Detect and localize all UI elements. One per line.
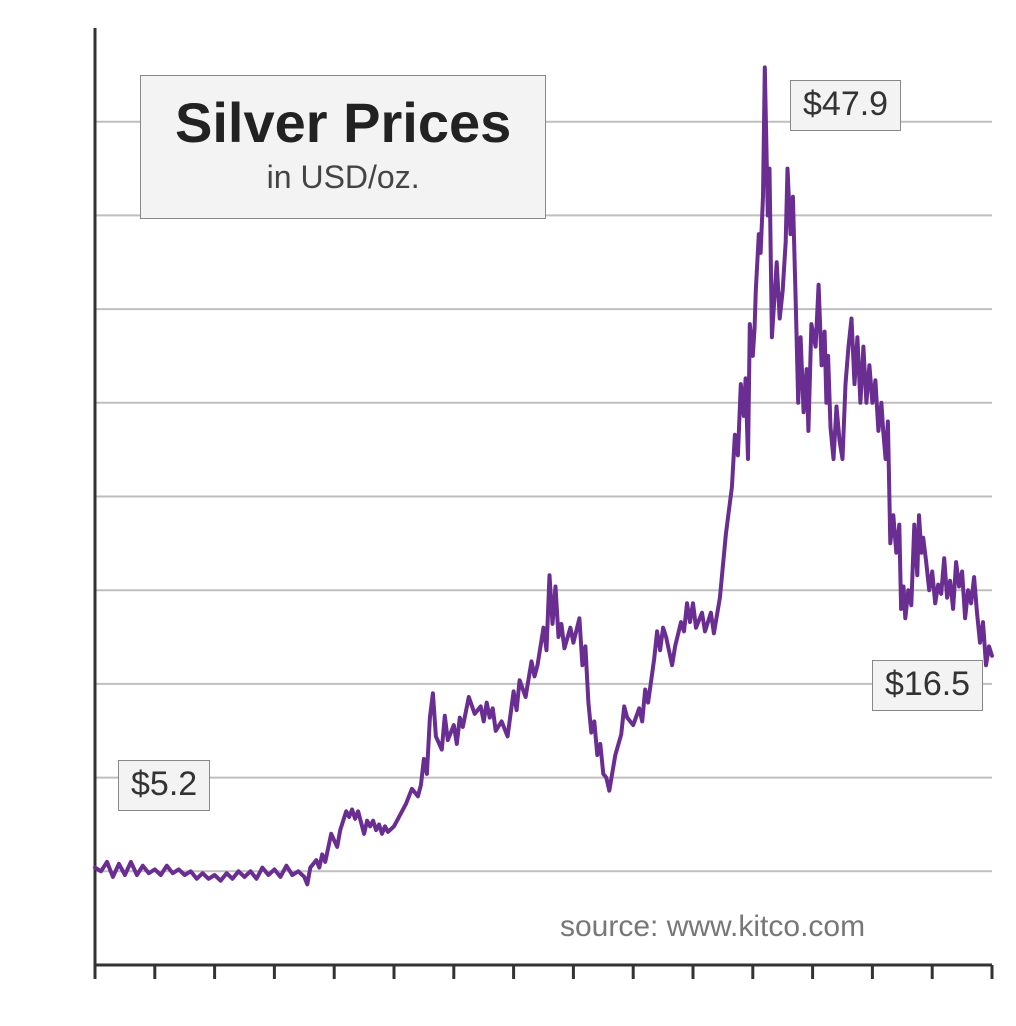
source-attribution: source: www.kitco.com xyxy=(560,910,865,944)
chart-subtitle: in USD/oz. xyxy=(175,159,511,196)
peak-price-label: $47.9 xyxy=(790,80,901,131)
current-price-label: $16.5 xyxy=(872,660,983,711)
start-price-label: $5.2 xyxy=(118,760,210,811)
chart-title: Silver Prices xyxy=(175,94,511,153)
silver-price-chart: Silver Prices in USD/oz. $47.9 $5.2 $16.… xyxy=(0,0,1016,1026)
chart-title-box: Silver Prices in USD/oz. xyxy=(140,75,546,219)
